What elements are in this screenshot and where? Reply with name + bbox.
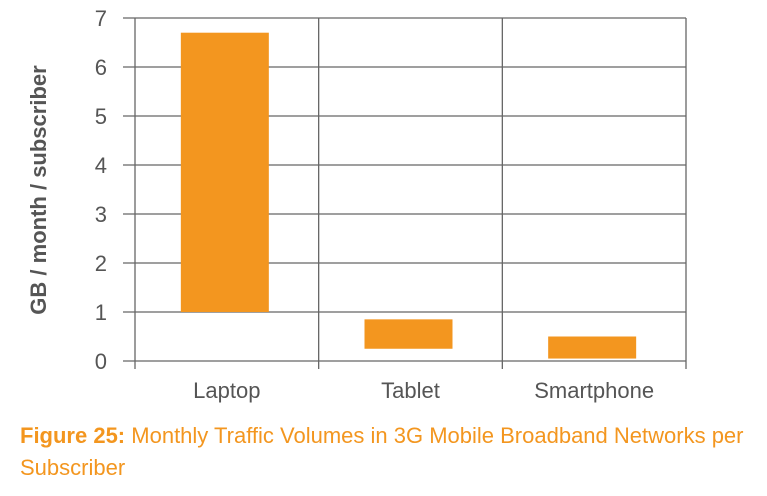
- y-tick-label-1: 1: [95, 300, 107, 325]
- y-axis-label: GB / month / subscriber: [26, 65, 51, 315]
- x-tick-label-tablet: Tablet: [381, 378, 440, 403]
- figure-caption: Figure 25: Monthly Traffic Volumes in 3G…: [20, 420, 755, 484]
- x-tick-label-laptop: Laptop: [193, 378, 260, 403]
- y-tick-label-5: 5: [95, 104, 107, 129]
- bar-chart: 0 1 2 3 4 5 6 7 Laptop Tablet Smartphone GB / mon…: [26, 6, 687, 403]
- figure-number: Figure 25:: [20, 423, 126, 448]
- y-tick-label-2: 2: [95, 251, 107, 276]
- y-tick-label-3: 3: [95, 202, 107, 227]
- bar-laptop: [180, 32, 269, 312]
- y-tick-label-0: 0: [95, 349, 107, 374]
- y-tick-label-4: 4: [95, 153, 107, 178]
- x-axis-ticks: Laptop Tablet Smartphone: [193, 378, 654, 403]
- y-tick-label-7: 7: [95, 6, 107, 31]
- bar-smartphone: [548, 336, 637, 359]
- bars: [180, 32, 637, 359]
- bar-tablet: [364, 319, 453, 349]
- x-tick-label-smartphone: Smartphone: [534, 378, 654, 403]
- y-axis-ticks: 0 1 2 3 4 5 6 7: [95, 6, 107, 374]
- y-tick-label-6: 6: [95, 55, 107, 80]
- figure-title: Monthly Traffic Volumes in 3G Mobile Bro…: [20, 423, 744, 480]
